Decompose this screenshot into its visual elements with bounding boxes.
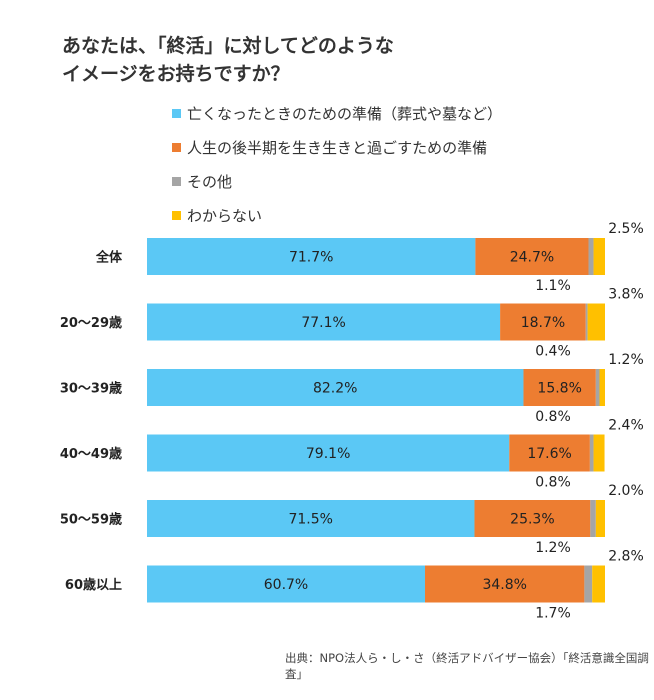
bar-segment [595, 500, 605, 537]
bar-segment [147, 238, 476, 275]
bar-segment [599, 369, 605, 406]
bar-segment [584, 565, 593, 603]
data-label: 25.3% [510, 512, 554, 528]
legend-swatch [172, 108, 181, 118]
data-label: 1.2% [535, 540, 571, 556]
data-label: 24.7% [510, 250, 554, 266]
bar-segment [500, 303, 586, 341]
data-label: 34.8% [482, 577, 526, 593]
bar-segment [595, 369, 600, 406]
bar-segment [593, 434, 605, 472]
data-label: 2.0% [608, 483, 644, 499]
bar-segment [587, 303, 605, 341]
data-label: 0.8% [535, 475, 571, 491]
bar-segment [509, 434, 590, 472]
legend-label: 亡くなったときのための準備（葬式や墓など） [187, 104, 503, 123]
legend-item: その他 [172, 164, 502, 198]
data-label: 71.5% [288, 512, 332, 528]
bar-segment [589, 434, 594, 472]
legend-label: 人生の後半期を生き生きと過ごすための準備 [187, 138, 488, 157]
legend-item: わからない [172, 198, 502, 232]
legend-swatch [172, 142, 181, 152]
data-label: 79.1% [306, 446, 350, 462]
data-label: 82.2% [313, 381, 357, 397]
data-label: 2.5% [608, 221, 644, 237]
data-label: 77.1% [301, 315, 345, 331]
data-label: 2.8% [608, 549, 644, 565]
bar-segment [147, 500, 475, 537]
legend-label: わからない [187, 206, 263, 225]
chart-title: あなたは、「終活」に対してどのような イメージをお持ちですか？ [62, 32, 394, 88]
legend-item: 人生の後半期を生き生きと過ごすための準備 [172, 130, 502, 164]
legend: 亡くなったときのための準備（葬式や墓など） 人生の後半期を生き生きと過ごすための… [172, 96, 502, 232]
bar-segment [593, 238, 605, 275]
data-label: 1.2% [608, 352, 644, 368]
legend-swatch [172, 210, 181, 220]
data-label: 3.8% [608, 287, 644, 303]
data-label: 17.6% [527, 446, 571, 462]
bar-segment [147, 565, 426, 603]
bar-segment [147, 303, 501, 341]
data-label: 15.8% [537, 381, 581, 397]
data-label: 0.4% [535, 344, 571, 360]
bar-segment [592, 565, 605, 603]
data-label: 60.7% [264, 577, 308, 593]
bar-segment [425, 565, 585, 603]
category-label: 30～39歳 [60, 381, 122, 397]
bar-segment [585, 303, 588, 341]
bar-segment [523, 369, 596, 406]
data-label: 1.1% [535, 278, 571, 294]
data-label: 0.8% [535, 409, 571, 425]
legend-label: その他 [187, 172, 233, 191]
source-note: 出典：NPO法人ら・し・さ（終活アドバイザー協会）「終活意識全国調査」 [285, 651, 649, 681]
bar-segment [475, 238, 589, 275]
category-label: 40～49歳 [60, 446, 122, 462]
data-label: 2.4% [608, 418, 644, 434]
bar-segment [588, 238, 594, 275]
legend-item: 亡くなったときのための準備（葬式や墓など） [172, 96, 502, 130]
legend-swatch [172, 176, 181, 186]
chart-title-line-2: イメージをお持ちですか？ [62, 63, 290, 85]
category-label: 全体 [95, 250, 123, 266]
bar-segment [147, 369, 524, 406]
bar-segment [147, 434, 510, 472]
data-label: 71.7% [289, 250, 333, 266]
chart-title-line-1: あなたは、「終活」に対してどのような [62, 35, 394, 57]
category-label: 50～59歳 [60, 512, 122, 528]
data-label: 1.7% [535, 606, 571, 622]
category-label: 60歳以上 [65, 577, 122, 593]
category-label: 20～29歳 [60, 315, 122, 331]
data-label: 18.7% [521, 315, 565, 331]
bar-segment [590, 500, 596, 537]
bar-segment [474, 500, 591, 537]
